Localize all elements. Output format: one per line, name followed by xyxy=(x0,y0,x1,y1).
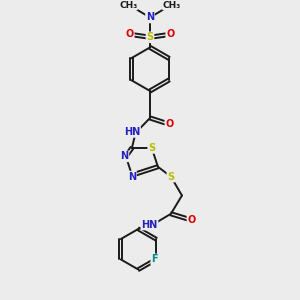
Text: O: O xyxy=(165,119,174,129)
Text: N: N xyxy=(146,13,154,22)
Text: CH₃: CH₃ xyxy=(119,1,137,10)
Text: O: O xyxy=(166,29,175,39)
Text: F: F xyxy=(151,254,158,264)
Text: HN: HN xyxy=(141,220,158,230)
Text: S: S xyxy=(148,143,155,153)
Text: S: S xyxy=(146,32,154,42)
Text: HN: HN xyxy=(124,127,140,137)
Text: O: O xyxy=(188,214,196,225)
Text: N: N xyxy=(128,172,136,182)
Text: CH₃: CH₃ xyxy=(163,1,181,10)
Text: O: O xyxy=(125,29,134,39)
Text: S: S xyxy=(167,172,175,182)
Text: N: N xyxy=(120,151,128,161)
